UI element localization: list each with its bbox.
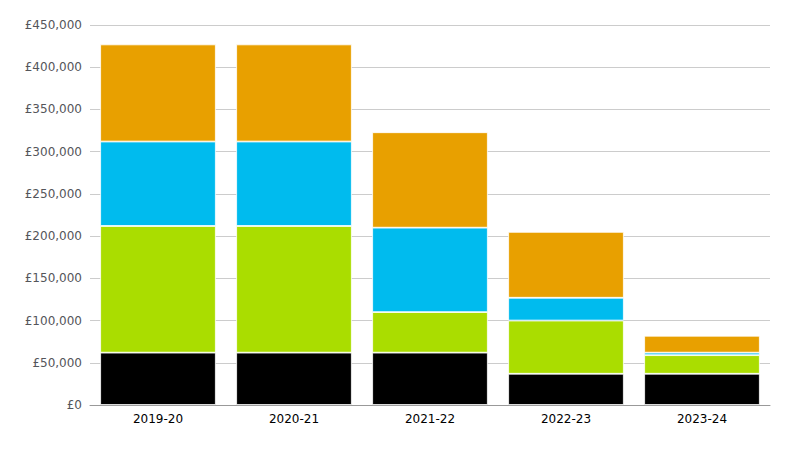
svg-text:2022-23: 2022-23 [541, 412, 591, 426]
svg-text:2023-24: 2023-24 [677, 412, 727, 426]
svg-text:£100,000: £100,000 [25, 314, 82, 328]
svg-text:£450,000: £450,000 [25, 18, 82, 32]
svg-text:£50,000: £50,000 [32, 356, 82, 370]
svg-text:£400,000: £400,000 [25, 60, 82, 74]
svg-text:£350,000: £350,000 [25, 102, 82, 116]
svg-text:£300,000: £300,000 [25, 145, 82, 159]
svg-text:2021-22: 2021-22 [405, 412, 455, 426]
svg-text:£0: £0 [67, 398, 82, 412]
svg-text:2020-21: 2020-21 [269, 412, 319, 426]
svg-text:£200,000: £200,000 [25, 229, 82, 243]
svg-text:2019-20: 2019-20 [133, 412, 183, 426]
svg-text:£250,000: £250,000 [25, 187, 82, 201]
svg-text:£150,000: £150,000 [25, 271, 82, 285]
